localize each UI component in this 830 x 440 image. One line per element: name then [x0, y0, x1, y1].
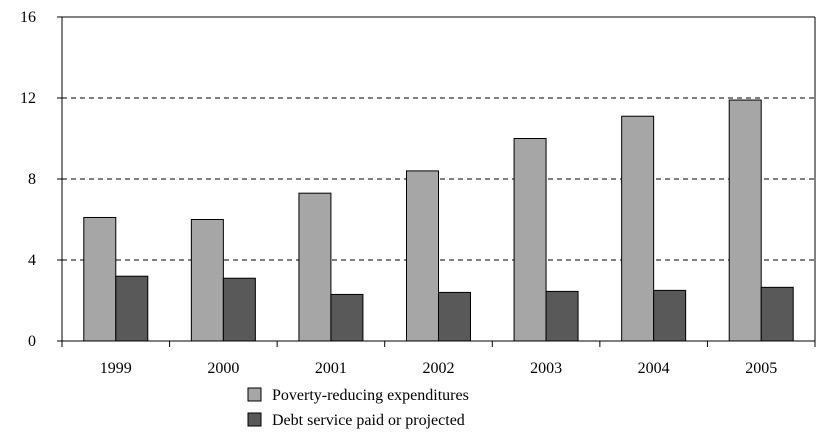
x-tick-label: 2002 [423, 360, 455, 377]
bar-poverty-reducing-2001 [298, 192, 332, 342]
bar-poverty-reducing-2004 [621, 115, 655, 342]
bar-debt-service-2002 [438, 291, 471, 342]
y-tick-label: 16 [20, 9, 36, 26]
bar-debt-service-2003 [545, 290, 579, 342]
legend-label-debt-service: Debt service paid or projected [272, 412, 465, 429]
bar-debt-service-2004 [653, 289, 687, 342]
bar-poverty-reducing-2000 [190, 219, 224, 342]
bar-debt-service-2001 [330, 293, 364, 342]
x-tick-label: 2000 [207, 360, 239, 377]
x-tick-label: 2003 [530, 360, 562, 377]
bar-poverty-reducing-2005 [728, 99, 762, 342]
y-tick-label: 12 [20, 90, 36, 107]
y-ticks: 0 4 8 12 16 [20, 9, 62, 350]
legend-label-poverty-reducing: Poverty-reducing expenditures [272, 387, 469, 404]
legend-swatch-debt-service [247, 412, 262, 427]
x-tick-label: 2004 [638, 360, 670, 377]
y-tick-label: 4 [28, 252, 36, 269]
bar-debt-service-1999 [115, 275, 149, 342]
x-ticks: 1999 2000 2001 2002 2003 2004 2005 [61, 341, 816, 377]
bar-poverty-reducing-1999 [83, 216, 117, 342]
y-tick-label: 8 [28, 171, 36, 188]
bar-poverty-reducing-2003 [513, 138, 547, 342]
bar-debt-service-2005 [760, 286, 794, 342]
x-tick-label: 1999 [100, 360, 132, 377]
legend-swatch-poverty-reducing [247, 387, 262, 402]
y-tick-label: 0 [28, 333, 36, 350]
bars [83, 99, 794, 342]
x-tick-label: 2005 [745, 360, 777, 377]
legend: Poverty-reducing expenditures Debt servic… [247, 387, 469, 429]
x-tick-label: 2001 [315, 360, 347, 377]
bar-poverty-reducing-2002 [406, 170, 439, 342]
bar-debt-service-2000 [222, 277, 256, 342]
